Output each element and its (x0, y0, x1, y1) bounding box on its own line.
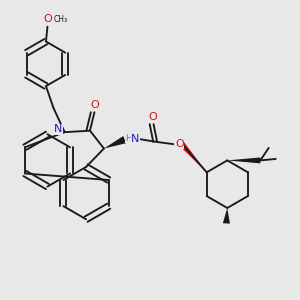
Text: O: O (175, 139, 184, 149)
Text: N: N (131, 134, 140, 144)
Polygon shape (180, 142, 207, 172)
Text: O: O (44, 14, 52, 24)
Text: H: H (125, 134, 132, 143)
Text: O: O (91, 100, 99, 110)
Text: O: O (148, 112, 157, 122)
Polygon shape (104, 136, 126, 148)
Polygon shape (227, 158, 260, 164)
Polygon shape (223, 208, 230, 224)
Text: CH₃: CH₃ (54, 15, 68, 24)
Text: N: N (54, 124, 62, 134)
